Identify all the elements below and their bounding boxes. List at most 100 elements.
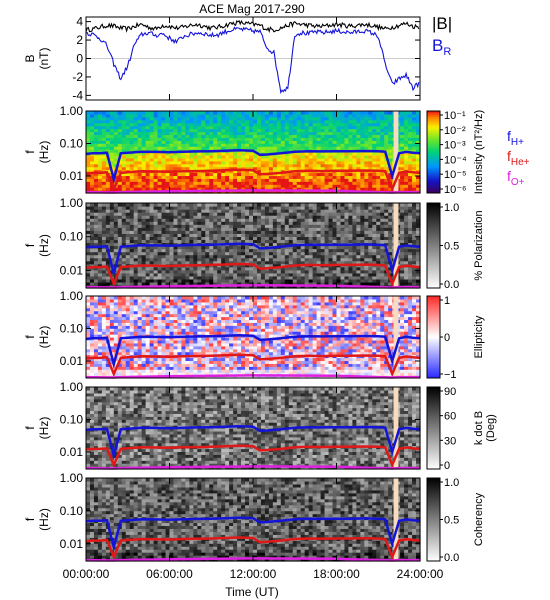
heatmap-cell (165, 272, 171, 277)
heatmap-cell (157, 254, 163, 259)
heatmap-cell (185, 275, 190, 280)
heatmap-cell (101, 128, 107, 133)
heatmap-cell (105, 221, 111, 225)
heatmap-cell (201, 160, 206, 165)
heatmap-cell (213, 119, 218, 124)
heatmap-cell (328, 128, 334, 133)
heatmap-cell (276, 187, 282, 191)
heatmap-cell (121, 272, 127, 277)
heatmap-cell (145, 134, 151, 138)
heatmap-cell (380, 146, 385, 150)
heatmap-cell (233, 178, 238, 182)
heatmap-cell (288, 125, 294, 130)
heatmap-cell (97, 221, 103, 225)
heatmap-cell (229, 116, 234, 121)
colorbar-cell (427, 115, 440, 118)
heatmap-cell (276, 128, 282, 133)
heatmap-cell (137, 113, 143, 118)
heatmap-cell (336, 152, 342, 156)
heatmap-cell (360, 113, 365, 118)
heatmap-cell (360, 203, 365, 207)
heatmap-cell (97, 254, 103, 259)
heatmap-cell (245, 284, 250, 289)
heatmap-cell (157, 154, 163, 159)
heatmap-cell (133, 275, 139, 280)
heatmap-cell (86, 215, 91, 219)
heatmap-cell (185, 187, 190, 191)
heatmap-cell (97, 206, 103, 210)
heatmap-cell (344, 137, 350, 141)
heatmap-cell (388, 116, 393, 121)
heatmap-cell (169, 254, 175, 259)
heatmap-cell (89, 125, 95, 130)
heatmap-cell (157, 137, 163, 141)
heatmap-cell (117, 163, 123, 168)
colorbar-cell (427, 162, 440, 165)
heatmap-cell (241, 169, 246, 174)
heatmap-cell (93, 169, 99, 174)
heatmap-cell (141, 218, 147, 222)
heatmap-cell (368, 163, 373, 168)
heatmap-cell (324, 125, 330, 130)
heatmap-cell (320, 146, 326, 150)
heatmap-cell (217, 143, 222, 147)
heatmap-cell (97, 146, 103, 150)
heatmap-cell (276, 154, 282, 159)
heatmap-cell (129, 137, 135, 141)
heatmap-cell (121, 248, 127, 253)
heatmap-cell (169, 113, 175, 118)
heatmap-cell (169, 203, 175, 207)
heatmap-cell (276, 190, 282, 194)
heatmap-cell (153, 178, 159, 182)
heatmap-cell (376, 157, 381, 162)
heatmap-cell (129, 281, 135, 286)
heatmap-cell (169, 242, 175, 247)
heatmap-cell (320, 154, 326, 159)
heatmap-cell (133, 206, 139, 210)
panel-2: 1.000.100.01f (Hz)10⁻¹10⁻²10⁻³10⁻⁴10⁻⁵10⁻… (23, 104, 530, 196)
heatmap-cell (97, 178, 103, 182)
heatmap-cell (284, 190, 290, 194)
heatmap-cell (268, 116, 274, 121)
heatmap-cell (165, 230, 171, 234)
heatmap-cell (125, 254, 131, 259)
heatmap-cell (177, 157, 183, 162)
heatmap-cell (300, 137, 306, 141)
heatmap-cell (332, 175, 338, 179)
heatmap-cell (229, 140, 234, 144)
heatmap-cell (109, 203, 115, 207)
heatmap-cell (264, 169, 270, 174)
heatmap-cell (173, 178, 179, 182)
heatmap-cell (109, 154, 115, 159)
colorbar-tick-label: 10⁻⁴ (444, 154, 467, 166)
heatmap-cell (221, 146, 226, 150)
heatmap-cell (133, 215, 139, 219)
heatmap-cell (109, 149, 115, 153)
heatmap-cell (356, 143, 361, 147)
heatmap-cell (149, 245, 155, 250)
heatmap-cell (169, 266, 175, 271)
heatmap-cell (332, 152, 338, 156)
heatmap-cell (256, 163, 262, 168)
heatmap-cell (125, 209, 131, 213)
heatmap-cell (201, 272, 206, 277)
heatmap-cell (86, 230, 91, 234)
heatmap-cell (201, 236, 206, 241)
heatmap-cell (320, 119, 326, 124)
heatmap-cell (149, 154, 155, 159)
heatmap-cell (276, 149, 282, 153)
heatmap-cell (280, 169, 286, 174)
heatmap-cell (272, 134, 278, 138)
heatmap-cell (217, 160, 222, 165)
heatmap-cell (197, 137, 202, 141)
heatmap-cell (157, 166, 163, 171)
heatmap-cell (185, 178, 190, 182)
heatmap-cell (400, 125, 405, 130)
heatmap-cell (213, 111, 218, 115)
heatmap-cell (157, 278, 163, 283)
heatmap-cell (213, 157, 218, 162)
heatmap-cell (280, 166, 286, 171)
heatmap-cell (284, 140, 290, 144)
heatmap-cell (249, 152, 254, 156)
heatmap-cell (145, 209, 151, 213)
